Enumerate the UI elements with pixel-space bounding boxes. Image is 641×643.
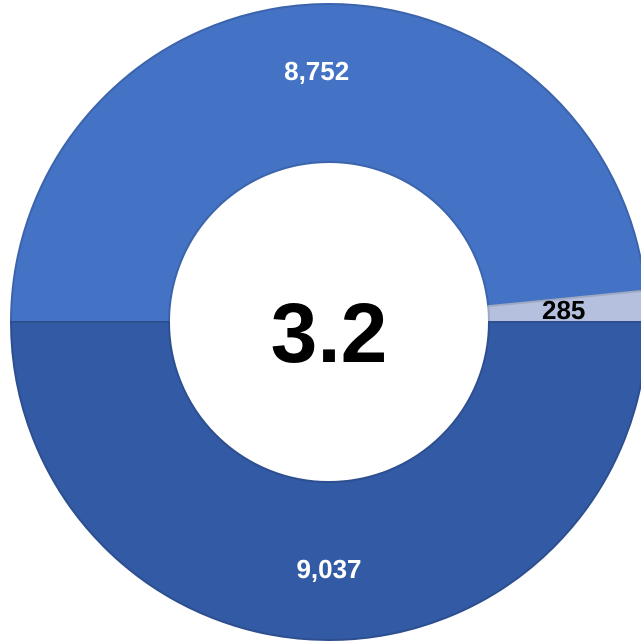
center-value-label: 3.2: [271, 286, 388, 380]
slice-data-label-3: 9,037: [296, 554, 361, 584]
slice-data-label-1: 8,752: [284, 56, 349, 86]
slice-data-label-2: 285: [542, 295, 585, 325]
donut-slice-3: [9, 321, 641, 641]
slices-layer: [9, 3, 641, 641]
donut-slice-1: [9, 3, 641, 323]
labels-layer: 8,752 285 9,037: [284, 56, 585, 584]
